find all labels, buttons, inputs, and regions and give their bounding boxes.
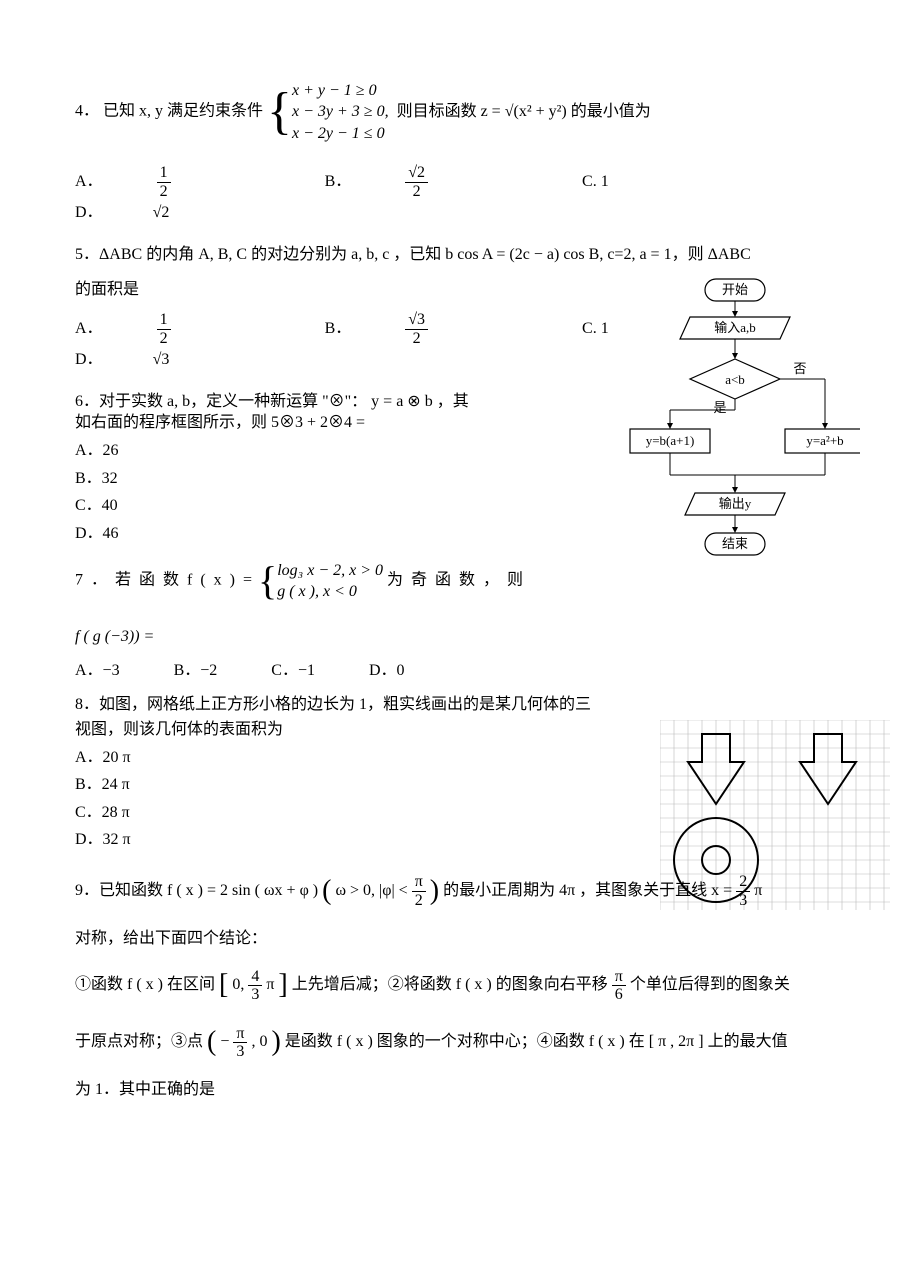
question-9: 9．已知函数 f ( x ) = 2 sin ( ωx + φ ) ( ω > … bbox=[75, 869, 845, 1103]
question-8: 8．如图，网格纸上正方形小格的边长为 1，粗实线画出的是某几何体的三 视图，则该… bbox=[75, 692, 845, 854]
q4-num: 4． bbox=[75, 103, 99, 120]
q8-options: A．20 π B．24 π C．28 π D．32 π bbox=[75, 745, 595, 853]
q4-options: A． 12 B． √22 C. 1 D．√2 bbox=[75, 164, 845, 226]
svg-text:a<b: a<b bbox=[725, 372, 745, 387]
q7-options: A．−3 B．−2 C．−1 D．0 bbox=[75, 658, 565, 684]
question-4: 4． 已知 x, y 满足约束条件 { x + y − 1 ≥ 0 x − 3y… bbox=[75, 78, 845, 226]
question-7: 7 ． 若 函 数 f ( x ) = { log₃ x − 2, x > 0 … bbox=[75, 556, 845, 683]
svg-text:开始: 开始 bbox=[722, 282, 748, 297]
question-6: 6．对于实数 a, b，定义一种新运算 "⊗"： y = a ⊗ b ，其 运算… bbox=[75, 389, 845, 547]
q6-options: A．26 B．32 C．40 D．46 bbox=[75, 438, 565, 546]
svg-text:输入a,b: 输入a,b bbox=[714, 320, 756, 335]
svg-text:否: 否 bbox=[793, 361, 806, 376]
